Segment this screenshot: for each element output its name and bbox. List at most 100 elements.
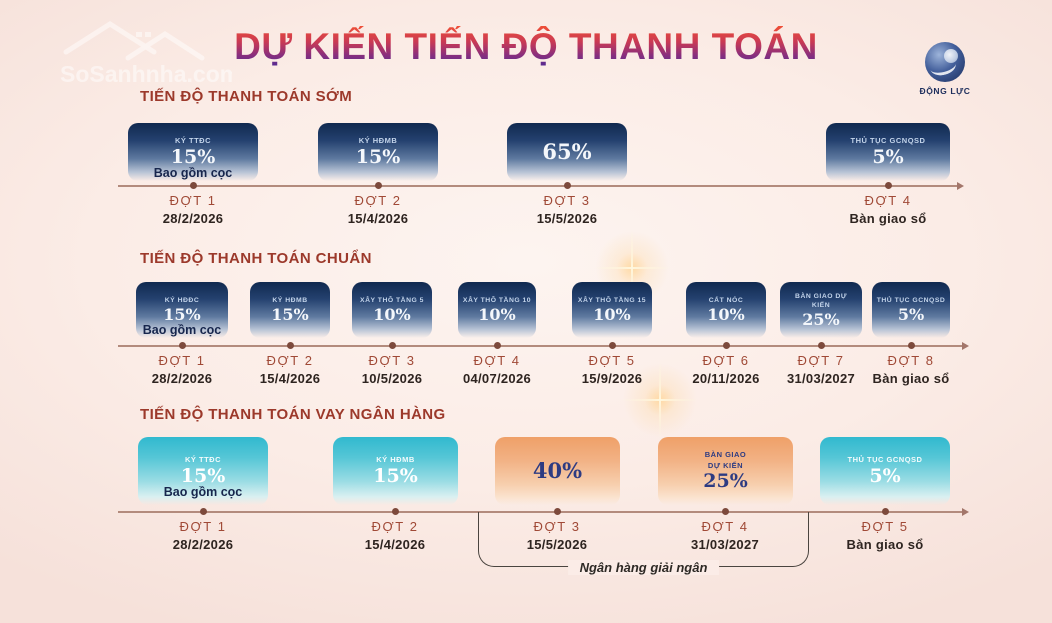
section-heading-standard: TIẾN ĐỘ THANH TOÁN CHUẨN: [140, 250, 372, 267]
milestone-percent: 15%: [163, 304, 201, 324]
stage-date: 28/2/2026: [162, 211, 224, 226]
milestone-label: KÝ TTĐC: [185, 455, 221, 465]
milestone-label: KÝ HĐĐC: [164, 297, 200, 305]
stage-date: 31/03/2027: [690, 537, 760, 552]
milestone-percent: 5%: [872, 145, 904, 168]
milestone-label: KÝ HĐMB: [358, 136, 398, 146]
stage-name: ĐỢT 4: [701, 519, 749, 534]
milestone-label: THỦ TỤC GCNQSD: [850, 136, 926, 146]
stage-date: Bàn giao sổ: [846, 537, 924, 552]
stage-name: ĐỢT 4: [473, 353, 521, 368]
stage-label: ĐỢT 4 04/07/2026: [442, 353, 552, 386]
stage-name: ĐỢT 3: [543, 193, 591, 208]
stage-name: ĐỢT 7: [797, 353, 845, 368]
bank-disbursement-bracket: Ngân hàng giải ngân: [478, 512, 809, 575]
milestone-note: Bao gồm cọc: [142, 323, 222, 337]
milestone-card: XÂY THÔ TẦNG 15 10%: [572, 282, 652, 338]
company-logo: ĐỘNG LỰC: [910, 42, 980, 96]
section-heading-early: TIẾN ĐỘ THANH TOÁN SỚM: [140, 88, 353, 105]
timeline-dot: [722, 508, 729, 515]
milestone-label: KÝ HĐMB: [272, 297, 308, 305]
stage-name: ĐỢT 5: [588, 353, 636, 368]
milestone-percent: 65%: [542, 139, 592, 165]
stage-label: ĐỢT 3 15/5/2026: [487, 519, 627, 552]
stage-label: ĐỢT 2 15/4/2026: [325, 519, 465, 552]
milestone-percent: 25%: [802, 309, 840, 329]
stage-label: ĐỢT 4 31/03/2027: [655, 519, 795, 552]
stage-date: 15/4/2026: [364, 537, 426, 552]
milestone-percent: 5%: [897, 304, 925, 324]
timeline-dot: [287, 342, 294, 349]
milestone-card: 40%: [495, 437, 620, 505]
stage-date: 15/4/2026: [347, 211, 409, 226]
stage-name: ĐỢT 1: [169, 193, 217, 208]
milestone-card: KÝ HĐMB 15%: [333, 437, 458, 505]
milestone-card: KÝ HĐĐC 15% Bao gồm cọc: [136, 282, 228, 338]
stage-name: ĐỢT 2: [371, 519, 419, 534]
milestone-label: KÝ HĐMB: [376, 455, 415, 465]
timeline-dot: [190, 182, 197, 189]
milestone-card: KÝ TTĐC 15% Bao gồm cọc: [138, 437, 268, 505]
milestone-card: THỦ TỤC GCNQSD 5%: [826, 123, 950, 181]
stage-name: ĐỢT 2: [266, 353, 314, 368]
milestone-label: THỦ TỤC GCNQSD: [876, 297, 946, 305]
stage-date: 15/5/2026: [536, 211, 598, 226]
stage-name: ĐỢT 6: [702, 353, 750, 368]
milestone-label: BÀN GIAO DỰ KIẾN: [795, 292, 847, 310]
stage-label: ĐỢT 7 31/03/2027: [766, 353, 876, 386]
milestone-note: Bao gồm cọc: [153, 166, 233, 180]
stage-label: ĐỢT 4 Bàn giao sổ: [818, 193, 958, 226]
milestone-label: XÂY THÔ TẦNG 10: [462, 297, 532, 305]
timeline-bank-loan: [118, 508, 969, 515]
milestone-percent: 5%: [869, 464, 901, 487]
timeline-dot: [389, 342, 396, 349]
stage-label: ĐỢT 5 Bàn giao sổ: [815, 519, 955, 552]
stage-label: ĐỢT 3 10/5/2026: [337, 353, 447, 386]
milestone-percent: 10%: [593, 304, 631, 324]
timeline-standard: [118, 342, 969, 349]
milestone-card: BÀN GIAO DỰ KIẾN 25%: [780, 282, 862, 338]
stage-name: ĐỢT 4: [864, 193, 912, 208]
stage-date: 04/07/2026: [462, 371, 532, 386]
dong-luc-logo-icon: [925, 42, 965, 82]
stage-name: ĐỢT 1: [158, 353, 206, 368]
stage-date: 15/4/2026: [259, 371, 321, 386]
milestone-label: CẤT NÓC: [708, 297, 744, 305]
milestone-percent: 15%: [180, 464, 226, 487]
milestone-label: XÂY THÔ TẦNG 15: [577, 297, 647, 305]
milestone-percent: 10%: [373, 304, 411, 324]
milestone-percent: 40%: [532, 458, 583, 484]
milestone-card: THỦ TỤC GCNQSD 5%: [872, 282, 950, 338]
milestone-percent: 10%: [478, 304, 516, 324]
timeline-early: [118, 182, 964, 189]
stage-name: ĐỢT 3: [533, 519, 581, 534]
timeline-dot: [885, 182, 892, 189]
stage-date: 28/2/2026: [151, 371, 213, 386]
milestone-card: KÝ TTĐC 15% Bao gồm cọc: [128, 123, 258, 181]
milestone-label: BÀN GIAO DỰ KIẾN: [704, 450, 747, 470]
stage-date: 15/5/2026: [526, 537, 588, 552]
stage-date: 31/03/2027: [786, 371, 856, 386]
stage-name: ĐỢT 5: [861, 519, 909, 534]
stage-name: ĐỢT 3: [368, 353, 416, 368]
milestone-label: XÂY THÔ TẦNG 5: [360, 297, 424, 305]
stage-label: ĐỢT 1 28/2/2026: [123, 193, 263, 226]
milestone-card: CẤT NÓC 10%: [686, 282, 766, 338]
timeline-dot: [179, 342, 186, 349]
watermark-text: SoSanhnha.com: [60, 61, 232, 87]
milestone-percent: 25%: [703, 470, 748, 493]
stage-name: ĐỢT 2: [354, 193, 402, 208]
milestone-card: XÂY THÔ TẦNG 10 10%: [458, 282, 536, 338]
milestone-percent: 15%: [355, 145, 401, 168]
stage-date: 15/9/2026: [581, 371, 643, 386]
milestone-card: XÂY THÔ TẦNG 5 10%: [352, 282, 432, 338]
company-logo-name: ĐỘNG LỰC: [919, 86, 971, 96]
milestone-card: BÀN GIAO DỰ KIẾN 25%: [658, 437, 793, 505]
stage-label: ĐỢT 8 Bàn giao sổ: [856, 353, 966, 386]
watermark: SoSanhnha.com: [52, 10, 240, 95]
stage-label: ĐỢT 5 15/9/2026: [557, 353, 667, 386]
timeline-dot: [723, 342, 730, 349]
milestone-card: KÝ HĐMB 15%: [250, 282, 330, 338]
stage-label: ĐỢT 2 15/4/2026: [308, 193, 448, 226]
milestone-percent: 15%: [170, 145, 216, 168]
